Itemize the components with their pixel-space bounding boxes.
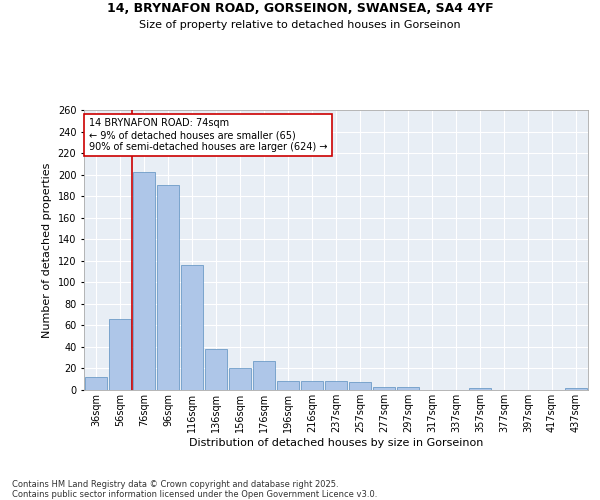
Bar [397, 387, 419, 390]
Bar [565, 388, 587, 390]
Bar [325, 382, 347, 390]
Bar [157, 186, 179, 390]
Text: Size of property relative to detached houses in Gorseinon: Size of property relative to detached ho… [139, 20, 461, 30]
Bar [133, 172, 155, 390]
Bar [85, 377, 107, 390]
X-axis label: Distribution of detached houses by size in Gorseinon: Distribution of detached houses by size … [189, 438, 483, 448]
Bar [373, 387, 395, 390]
Y-axis label: Number of detached properties: Number of detached properties [42, 162, 52, 338]
Bar [205, 349, 227, 390]
Bar [277, 382, 299, 390]
Bar [229, 368, 251, 390]
Text: 14, BRYNAFON ROAD, GORSEINON, SWANSEA, SA4 4YF: 14, BRYNAFON ROAD, GORSEINON, SWANSEA, S… [107, 2, 493, 16]
Text: 14 BRYNAFON ROAD: 74sqm
← 9% of detached houses are smaller (65)
90% of semi-det: 14 BRYNAFON ROAD: 74sqm ← 9% of detached… [89, 118, 328, 152]
Text: Contains HM Land Registry data © Crown copyright and database right 2025.
Contai: Contains HM Land Registry data © Crown c… [12, 480, 377, 499]
Bar [181, 265, 203, 390]
Bar [253, 361, 275, 390]
Bar [349, 382, 371, 390]
Bar [469, 388, 491, 390]
Bar [109, 319, 131, 390]
Bar [301, 382, 323, 390]
